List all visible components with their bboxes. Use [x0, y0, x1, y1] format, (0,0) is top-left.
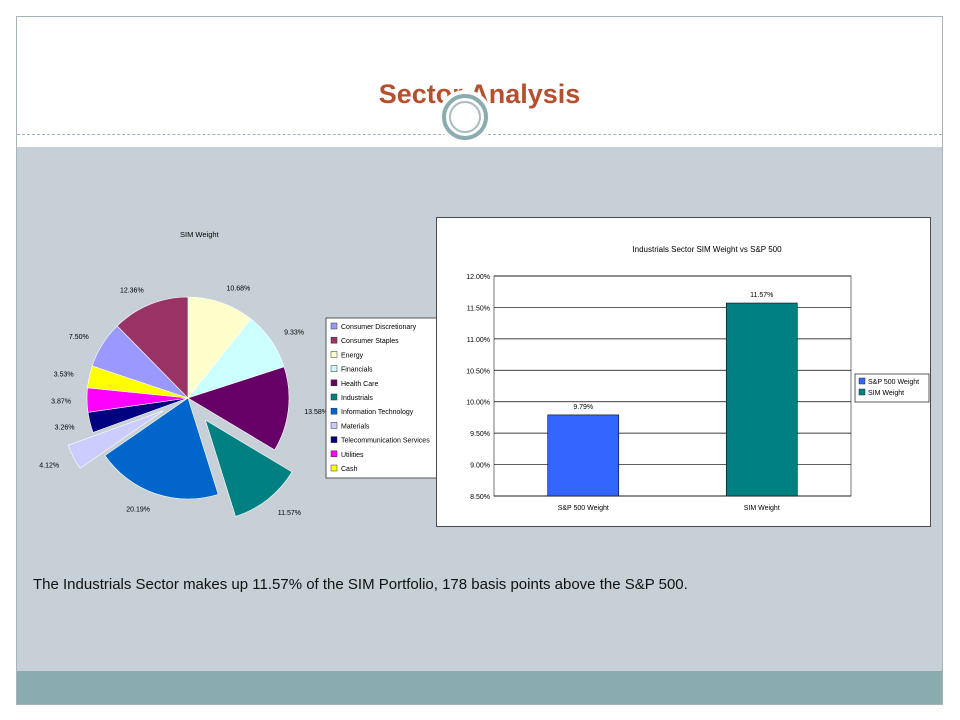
bar-x-tick-label: S&P 500 Weight: [558, 505, 609, 512]
bar-legend-swatch: [858, 377, 866, 385]
pie-legend-swatch: [330, 365, 338, 372]
pie-legend-swatch: [330, 407, 338, 415]
pie-data-label: 20.19%: [126, 507, 150, 514]
pie-legend-swatch: [330, 379, 338, 387]
pie-data-label: 12.36%: [120, 288, 144, 295]
pie-legend-item-consumer-staples: Consumer Staples: [341, 338, 399, 345]
pie-legend-swatch: [330, 464, 338, 472]
pie-chart-title: SIM Weight: [180, 230, 220, 239]
bar-data-label: 9.79%: [573, 404, 593, 411]
pie-slice-4: [204, 419, 293, 517]
bar-y-tick-label: 10.00%: [466, 400, 490, 407]
bar-s-p-500-weight: [547, 414, 620, 497]
pie-legend-box: [325, 317, 445, 479]
pie-data-label: 4.12%: [39, 463, 59, 470]
bar-x-tick-label: SIM Weight: [744, 505, 780, 512]
pie-data-label: 3.53%: [54, 371, 74, 378]
pie-legend-item-cash: Cash: [341, 466, 357, 473]
footer-bar: [17, 671, 942, 704]
bar-y-tick-label: 10.50%: [466, 368, 490, 375]
circle-inner: [449, 101, 481, 133]
pie-legend-item-materials: Materials: [341, 423, 370, 430]
pie-data-label: 10.68%: [227, 286, 251, 293]
pie-legend-item-financials: Financials: [341, 367, 373, 374]
pie-legend-swatch: [330, 322, 338, 330]
bar-legend-swatch: [858, 388, 866, 396]
bar-data-label: 11.57%: [750, 292, 773, 299]
pie-data-label: 13.58%: [304, 409, 328, 416]
pie-chart-panel: SIM Weight 10.68% 9.33% 13.58% 11.57% 20.19%…: [33, 200, 453, 540]
pie-slice-11: [116, 296, 189, 399]
slide-caption: The Industrials Sector makes up 11.57% o…: [33, 576, 688, 593]
pie-legend-swatch: [330, 393, 338, 401]
pie-legend-item-energy: Energy: [341, 352, 364, 359]
bar-legend-item-s-p-500-weight: S&P 500 Weight: [868, 379, 919, 386]
pie-legend-swatch: [330, 422, 338, 429]
pie-data-label: 7.50%: [69, 334, 89, 341]
bar-sim-weight: [725, 302, 798, 497]
bar-chart-title: Industrials Sector SIM Weight vs S&P 500: [632, 245, 782, 254]
pie-legend-item-consumer-discretionary: Consumer Discretionary: [341, 324, 417, 331]
pie-legend-swatch: [330, 450, 338, 458]
pie-slice-5: [104, 397, 219, 500]
bar-y-tick-label: 12.00%: [466, 274, 490, 281]
pie-slice-1: [187, 296, 252, 399]
pie-data-label: 3.26%: [55, 424, 75, 431]
pie-chart: SIM Weight 10.68% 9.33% 13.58% 11.57% 20.19%…: [39, 230, 445, 517]
pie-legend-swatch: [330, 336, 338, 344]
bar-chart: Industrials Sector SIM Weight vs S&P 500…: [466, 245, 930, 512]
pie-legend-item-telecommunication-services: Telecommunication Services: [341, 438, 430, 445]
bar-chart-panel: Industrials Sector SIM Weight vs S&P 500…: [436, 217, 931, 527]
pie-legend-item-utilities: Utilities: [341, 452, 364, 459]
pie-legend-swatch: [330, 436, 338, 443]
bar-y-tick-label: 9.50%: [470, 431, 490, 438]
bar-y-tick-label: 11.50%: [467, 305, 490, 312]
bar-legend-box: [854, 373, 930, 403]
pie-slice-3: [187, 366, 290, 451]
pie-data-label: 3.87%: [51, 398, 71, 405]
pie-legend-item-health-care: Health Care: [341, 381, 378, 388]
pie-slice-6: [67, 410, 164, 469]
bar-y-tick-label: 8.50%: [470, 494, 490, 501]
pie-legend-item-industrials: Industrials: [341, 395, 373, 402]
pie-legend-item-information-technology: Information Technology: [341, 409, 414, 416]
bar-y-tick-label: 11.00%: [467, 337, 490, 344]
pie-data-label: 9.33%: [284, 329, 304, 336]
bar-legend-item-sim-weight: SIM Weight: [868, 390, 904, 397]
pie-data-label: 11.57%: [278, 510, 301, 517]
bar-y-tick-label: 9.00%: [470, 463, 490, 470]
pie-legend-swatch: [330, 351, 338, 358]
